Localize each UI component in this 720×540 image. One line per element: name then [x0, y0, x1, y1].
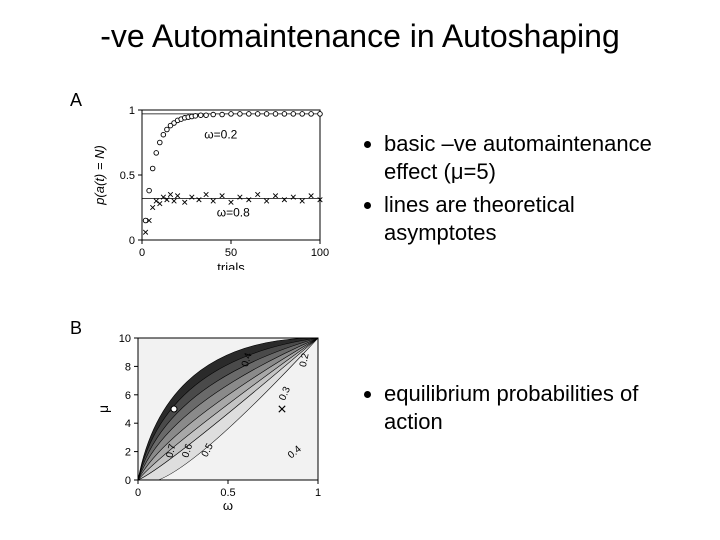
panel-a-label: A: [70, 90, 82, 111]
svg-text:p(a(t) = N): p(a(t) = N): [92, 145, 107, 206]
chart-a: 0 50 100 0 0.5 1 trials p(a(t) = N) ω=0.2 ω=0.8: [90, 100, 330, 270]
svg-text:0: 0: [129, 235, 135, 247]
svg-text:ω: ω: [223, 498, 233, 510]
bullet-item: equilibrium probabilities of action: [384, 380, 690, 435]
svg-text:0: 0: [135, 487, 141, 499]
svg-text:ω=0.8: ω=0.8: [217, 206, 250, 220]
svg-text:2: 2: [125, 447, 131, 459]
slide-title: -ve Automaintenance in Autoshaping: [0, 18, 720, 55]
bullets-panel-b: equilibrium probabilities of action: [360, 380, 690, 441]
svg-text:100: 100: [311, 247, 329, 259]
svg-text:1: 1: [129, 105, 135, 117]
svg-text:0.5: 0.5: [120, 170, 135, 182]
svg-text:1: 1: [315, 487, 321, 499]
chart-b: 0.20.30.40.40.50.60.7 00.510246810ωμ: [90, 330, 330, 510]
slide: -ve Automaintenance in Autoshaping A B 0…: [0, 0, 720, 540]
svg-text:10: 10: [119, 333, 131, 345]
svg-text:ω=0.2: ω=0.2: [204, 128, 237, 142]
bullet-item: basic –ve automaintenance effect (μ=5): [384, 130, 690, 185]
bullet-item: lines are theoretical asymptotes: [384, 191, 690, 246]
svg-text:4: 4: [125, 418, 131, 430]
svg-text:0: 0: [125, 475, 131, 487]
svg-text:6: 6: [125, 390, 131, 402]
svg-text:50: 50: [225, 247, 237, 259]
svg-text:trials: trials: [217, 260, 245, 270]
bullets-panel-a: basic –ve automaintenance effect (μ=5) l…: [360, 130, 690, 252]
svg-text:0: 0: [139, 247, 145, 259]
svg-text:8: 8: [125, 361, 131, 373]
svg-text:μ: μ: [95, 405, 111, 413]
panel-b-label: B: [70, 318, 82, 339]
